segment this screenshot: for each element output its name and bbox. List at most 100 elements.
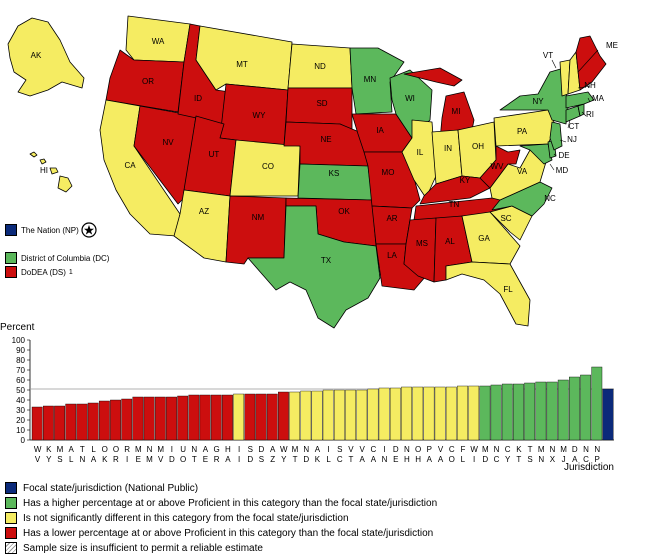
bar[interactable] (143, 396, 155, 441)
bar[interactable] (345, 389, 356, 441)
bar[interactable] (244, 393, 256, 441)
bar[interactable] (31, 406, 43, 441)
dodea-swatch (5, 266, 17, 278)
state-az[interactable] (173, 189, 231, 263)
x-tick-label-bottom: M (146, 455, 153, 464)
bar[interactable] (199, 394, 211, 441)
state-label-mo: MO (382, 168, 395, 177)
x-tick-label-top: M (482, 445, 489, 454)
x-tick-label-bottom: K (315, 455, 321, 464)
state-hi[interactable] (29, 151, 73, 193)
bar[interactable] (423, 386, 435, 441)
x-tick-label-top: C (449, 445, 455, 454)
bar[interactable] (300, 390, 312, 441)
state-label-ma: MA (592, 94, 605, 103)
bar[interactable] (121, 398, 133, 441)
bar[interactable] (602, 388, 614, 441)
x-tick-label-top: L (91, 445, 96, 454)
state-ma[interactable] (565, 91, 595, 109)
bar[interactable] (445, 386, 457, 441)
bar[interactable] (322, 389, 334, 441)
bar[interactable] (378, 387, 390, 441)
bar[interactable] (266, 393, 278, 441)
bar[interactable] (580, 374, 592, 441)
state-mt[interactable] (195, 25, 293, 91)
bar[interactable] (524, 382, 536, 441)
bar[interactable] (98, 400, 110, 441)
state-tx[interactable] (247, 205, 381, 329)
bar[interactable] (311, 390, 323, 441)
bar[interactable] (154, 396, 166, 441)
state-nc[interactable] (491, 181, 553, 217)
state-md[interactable] (519, 143, 553, 165)
state-nm[interactable] (225, 195, 287, 265)
state-label-va: VA (517, 167, 528, 176)
bar[interactable] (434, 386, 446, 441)
bar[interactable] (490, 384, 502, 441)
bar[interactable] (591, 366, 603, 441)
x-tick-label-top: O (113, 445, 119, 454)
bar[interactable] (132, 396, 144, 441)
bar[interactable] (54, 405, 65, 441)
x-tick-label-bottom: N (79, 455, 85, 464)
x-tick-label-bottom: D (169, 455, 175, 464)
x-tick-label-bottom: C (583, 455, 589, 464)
bar[interactable] (76, 403, 88, 441)
bar[interactable] (188, 394, 200, 441)
bar[interactable] (401, 386, 412, 441)
bar[interactable] (479, 385, 491, 441)
bar[interactable] (289, 391, 301, 441)
state-label-nj: NJ (567, 135, 577, 144)
bar[interactable] (367, 388, 379, 441)
x-tick-label-bottom: T (192, 455, 197, 464)
bar[interactable] (535, 381, 547, 441)
x-tick-label-top: I (327, 445, 329, 454)
bar[interactable] (278, 391, 289, 441)
x-tick-label-bottom: R (113, 455, 119, 464)
state-ak[interactable] (7, 17, 85, 97)
state-label-ar: AR (386, 214, 397, 223)
bar[interactable] (546, 381, 558, 441)
state-label-ia: IA (376, 126, 384, 135)
state-label-ms: MS (416, 239, 428, 248)
y-axis-label: Percent (0, 322, 35, 333)
bar[interactable] (501, 383, 513, 441)
x-tick-label-top: W (280, 445, 288, 454)
bar[interactable] (166, 396, 177, 441)
x-tick-label-bottom: O (180, 455, 186, 464)
bar[interactable] (233, 393, 245, 441)
state-ga[interactable] (461, 211, 521, 265)
x-tick-label-top: N (303, 445, 309, 454)
state-ar[interactable] (371, 205, 413, 245)
bar[interactable] (42, 405, 54, 441)
bar[interactable] (557, 379, 569, 441)
bar[interactable] (210, 394, 222, 441)
state-mn[interactable] (349, 47, 405, 115)
x-tick-label-bottom: V (35, 455, 41, 464)
state-nj[interactable] (549, 121, 563, 151)
bar[interactable] (569, 376, 580, 441)
state-wv[interactable] (479, 145, 521, 189)
state-me[interactable] (575, 35, 607, 91)
bar[interactable] (222, 394, 233, 441)
bar[interactable] (87, 402, 99, 441)
bar[interactable] (65, 403, 77, 441)
state-fl[interactable] (445, 261, 531, 327)
state-label-me: ME (606, 41, 618, 50)
bar[interactable] (389, 387, 401, 441)
bar[interactable] (468, 385, 480, 441)
state-in[interactable] (431, 129, 463, 185)
bar[interactable] (356, 389, 368, 441)
x-tick-label-top: N (147, 445, 153, 454)
bar[interactable] (457, 385, 468, 441)
bar[interactable] (255, 393, 267, 441)
bar[interactable] (333, 389, 345, 441)
bar[interactable] (110, 399, 121, 441)
x-tick-label-top: M (135, 445, 142, 454)
bar[interactable] (513, 383, 524, 441)
state-label-ok: OK (338, 207, 350, 216)
state-il[interactable] (401, 119, 437, 199)
bar[interactable] (177, 395, 189, 441)
y-tick-label: 50 (16, 386, 25, 395)
bar[interactable] (412, 386, 424, 441)
